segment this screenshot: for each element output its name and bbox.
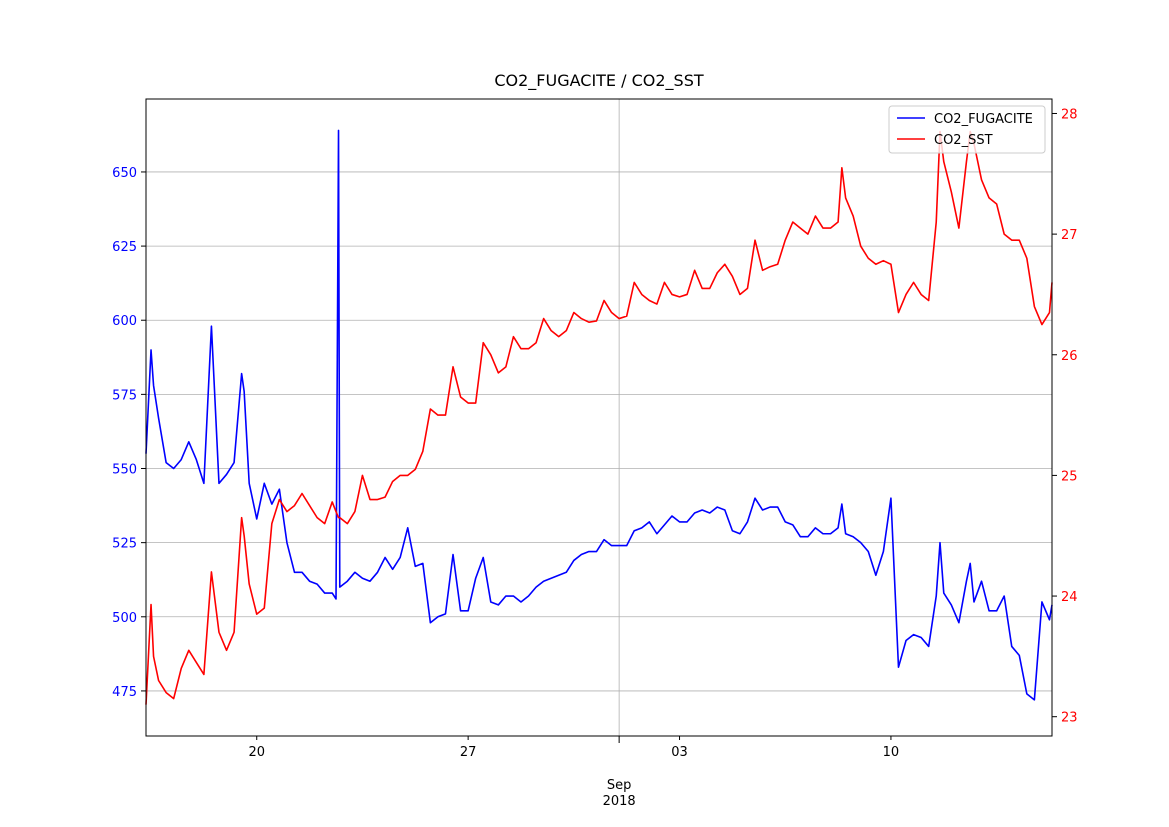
y2-tick-label: 28 [1061, 107, 1078, 122]
y-tick-label: 500 [112, 611, 137, 626]
legend-box [888, 105, 1046, 154]
legend-label: CO2_FUGACITE [934, 112, 1033, 127]
y-tick-label: 475 [112, 685, 137, 700]
y-tick-label: 650 [112, 166, 137, 181]
y2-tick-label: 26 [1061, 349, 1078, 364]
y2-tick-label: 27 [1061, 228, 1078, 243]
grid [146, 99, 1052, 736]
x-tick-label: 10 [883, 745, 900, 760]
y-tick-label: 525 [112, 537, 137, 552]
series-line [145, 130, 1053, 705]
axes: 475 500 525 550 575 600 625 650 23 24 25 26 27 28 20 27… [112, 107, 1077, 809]
series-line [145, 129, 1053, 701]
x-major-tick-sublabel: 2018 [603, 794, 636, 809]
y2-tick-label: 24 [1061, 590, 1078, 605]
lines [145, 129, 1053, 705]
x-tick-label: 03 [671, 745, 688, 760]
y-tick-label: 575 [112, 388, 137, 403]
y2-tick-label: 25 [1061, 469, 1078, 484]
chart-title: CO2_FUGACITE / CO2_SST [494, 71, 704, 91]
y-tick-label: 625 [112, 240, 137, 255]
y2-tick-label: 23 [1061, 711, 1078, 726]
x-tick-label: 20 [248, 745, 265, 760]
y-tick-label: 600 [112, 314, 137, 329]
y-tick-label: 550 [112, 463, 137, 478]
x-tick-label: 27 [460, 745, 477, 760]
legend: CO2_FUGACITE CO2_SST [888, 105, 1046, 154]
legend-label: CO2_SST [934, 133, 993, 148]
plot-frame [145, 98, 1053, 737]
x-major-tick-label: Sep [607, 778, 632, 793]
